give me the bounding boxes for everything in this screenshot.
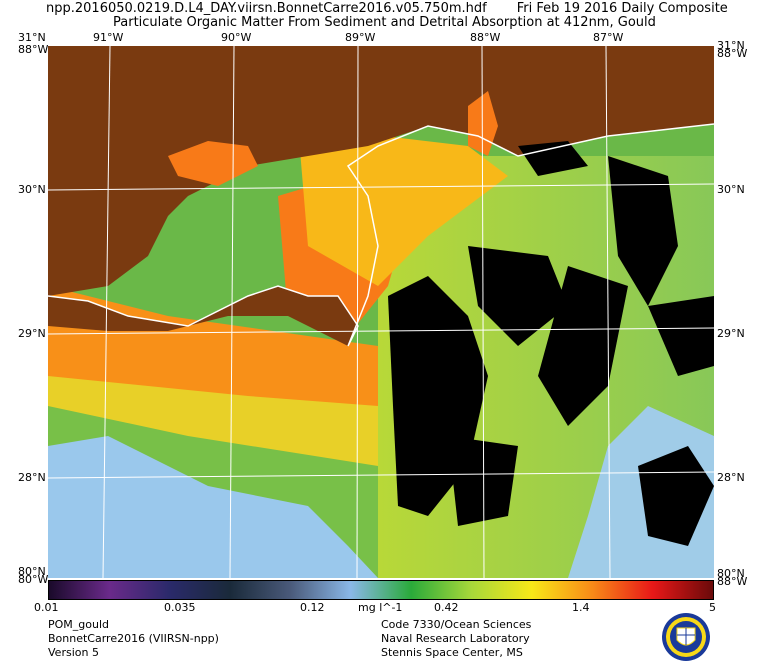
cloud-mask-4 — [608, 156, 678, 306]
lat-label-left-29n: 29°N — [18, 327, 46, 340]
lat-label-right-30n: 30°N — [717, 183, 745, 196]
cloud-mask-8 — [518, 141, 588, 176]
filename-title: npp.2016050.0219.D.L4_DAY.viirsn.BonnetC… — [46, 2, 728, 15]
colorbar-tick-3: 0.42 — [434, 601, 459, 614]
lat-label-left-30n: 30°N — [18, 183, 46, 196]
clear-water-west — [48, 436, 378, 578]
cloud-mask-5 — [648, 296, 714, 376]
cloud-mask-2 — [468, 246, 568, 346]
land-delta — [48, 286, 358, 346]
lon-label-87w: 87°W — [593, 31, 624, 44]
cloud-mask-7 — [448, 436, 518, 526]
footer-left-line-3: Version 5 — [48, 646, 99, 659]
land-north — [48, 46, 714, 296]
lake-inlet — [168, 141, 258, 186]
cloud-mask-3 — [538, 266, 628, 426]
colorbar-tick-5: 5 — [709, 601, 716, 614]
colorbar-tick-1: 0.035 — [164, 601, 196, 614]
coastline — [48, 123, 714, 347]
lat-label-left-31n: 31°N — [18, 31, 46, 44]
footer-right-line-1: Code 7330/Ocean Sciences — [381, 618, 532, 631]
lon-label-90w: 90°W — [221, 31, 252, 44]
lon-label-91w: 91°W — [93, 31, 124, 44]
corner-label-left-bottom: 80°W — [18, 573, 49, 586]
lat-label-right-28n: 28°N — [717, 471, 745, 484]
satellite-map — [48, 46, 714, 578]
footer-right-line-3: Stennis Space Center, MS — [381, 646, 523, 659]
colorbar-tick-2: 0.12 — [300, 601, 325, 614]
mobile-bay — [468, 91, 498, 156]
nrl-seal-logo — [662, 613, 710, 661]
lat-label-right-29n: 29°N — [717, 327, 745, 340]
colorbar-tick-0: 0.01 — [34, 601, 59, 614]
date-text: Fri Feb 19 2016 Daily Composite — [516, 1, 728, 16]
cloud-mask-6 — [638, 446, 714, 546]
footer-right-line-2: Naval Research Laboratory — [381, 632, 530, 645]
footer-left-line-2: BonnetCarre2016 (VIIRSN-npp) — [48, 632, 219, 645]
lat-label-right-bottom: 80°N — [717, 567, 745, 580]
corner-label-left-top: 88°W — [18, 43, 49, 56]
lat-label-right-31n: 31°N — [717, 39, 745, 52]
sound-water — [298, 126, 508, 286]
lat-label-left-bottom: 80°N — [18, 565, 46, 578]
lon-label-89w: 89°W — [345, 31, 376, 44]
colorbar-tick-4: 1.4 — [572, 601, 590, 614]
corner-label-right-top: 88°W — [717, 47, 748, 60]
graticule — [48, 46, 714, 578]
filename-text: npp.2016050.0219.D.L4_DAY.viirsn.BonnetC… — [46, 1, 487, 16]
product-title: Particulate Organic Matter From Sediment… — [113, 15, 656, 30]
colorbar-units: mg l^-1 — [358, 601, 403, 614]
lat-label-left-28n: 28°N — [18, 471, 46, 484]
footer-left-line-1: POM_gould — [48, 618, 110, 631]
colorbar — [48, 580, 714, 600]
corner-label-right-bottom: 88°W — [717, 575, 748, 588]
lon-label-88w: 88°W — [470, 31, 501, 44]
